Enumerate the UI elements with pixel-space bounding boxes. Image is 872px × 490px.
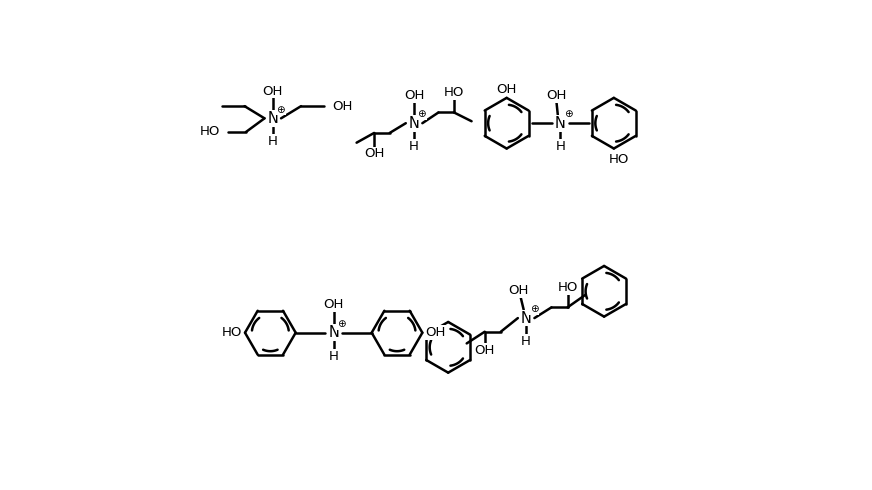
Text: ⊕: ⊕ bbox=[563, 109, 572, 120]
Text: HO: HO bbox=[557, 281, 578, 294]
Text: ⊕: ⊕ bbox=[276, 104, 285, 115]
Text: N: N bbox=[268, 111, 278, 126]
Text: HO: HO bbox=[609, 153, 629, 166]
Text: OH: OH bbox=[404, 89, 425, 102]
Text: H: H bbox=[409, 140, 419, 153]
Text: HO: HO bbox=[200, 125, 220, 139]
Text: N: N bbox=[328, 325, 339, 340]
Text: OH: OH bbox=[496, 83, 517, 96]
Text: ⊕: ⊕ bbox=[529, 304, 538, 314]
Text: ⊕: ⊕ bbox=[418, 109, 426, 120]
Text: N: N bbox=[409, 116, 419, 131]
Text: HO: HO bbox=[444, 86, 464, 99]
Text: H: H bbox=[521, 335, 531, 348]
Text: OH: OH bbox=[546, 89, 567, 102]
Text: OH: OH bbox=[364, 147, 385, 160]
Text: OH: OH bbox=[508, 284, 529, 297]
Text: OH: OH bbox=[474, 344, 495, 357]
Text: H: H bbox=[268, 135, 277, 148]
Text: ⊕: ⊕ bbox=[337, 319, 346, 329]
Text: N: N bbox=[555, 116, 566, 131]
Text: N: N bbox=[521, 311, 532, 325]
Text: OH: OH bbox=[426, 326, 446, 339]
Text: OH: OH bbox=[324, 298, 344, 312]
Text: H: H bbox=[555, 140, 565, 153]
Text: H: H bbox=[329, 349, 338, 363]
Text: OH: OH bbox=[332, 99, 352, 113]
Text: HO: HO bbox=[221, 326, 242, 339]
Text: OH: OH bbox=[262, 85, 283, 98]
